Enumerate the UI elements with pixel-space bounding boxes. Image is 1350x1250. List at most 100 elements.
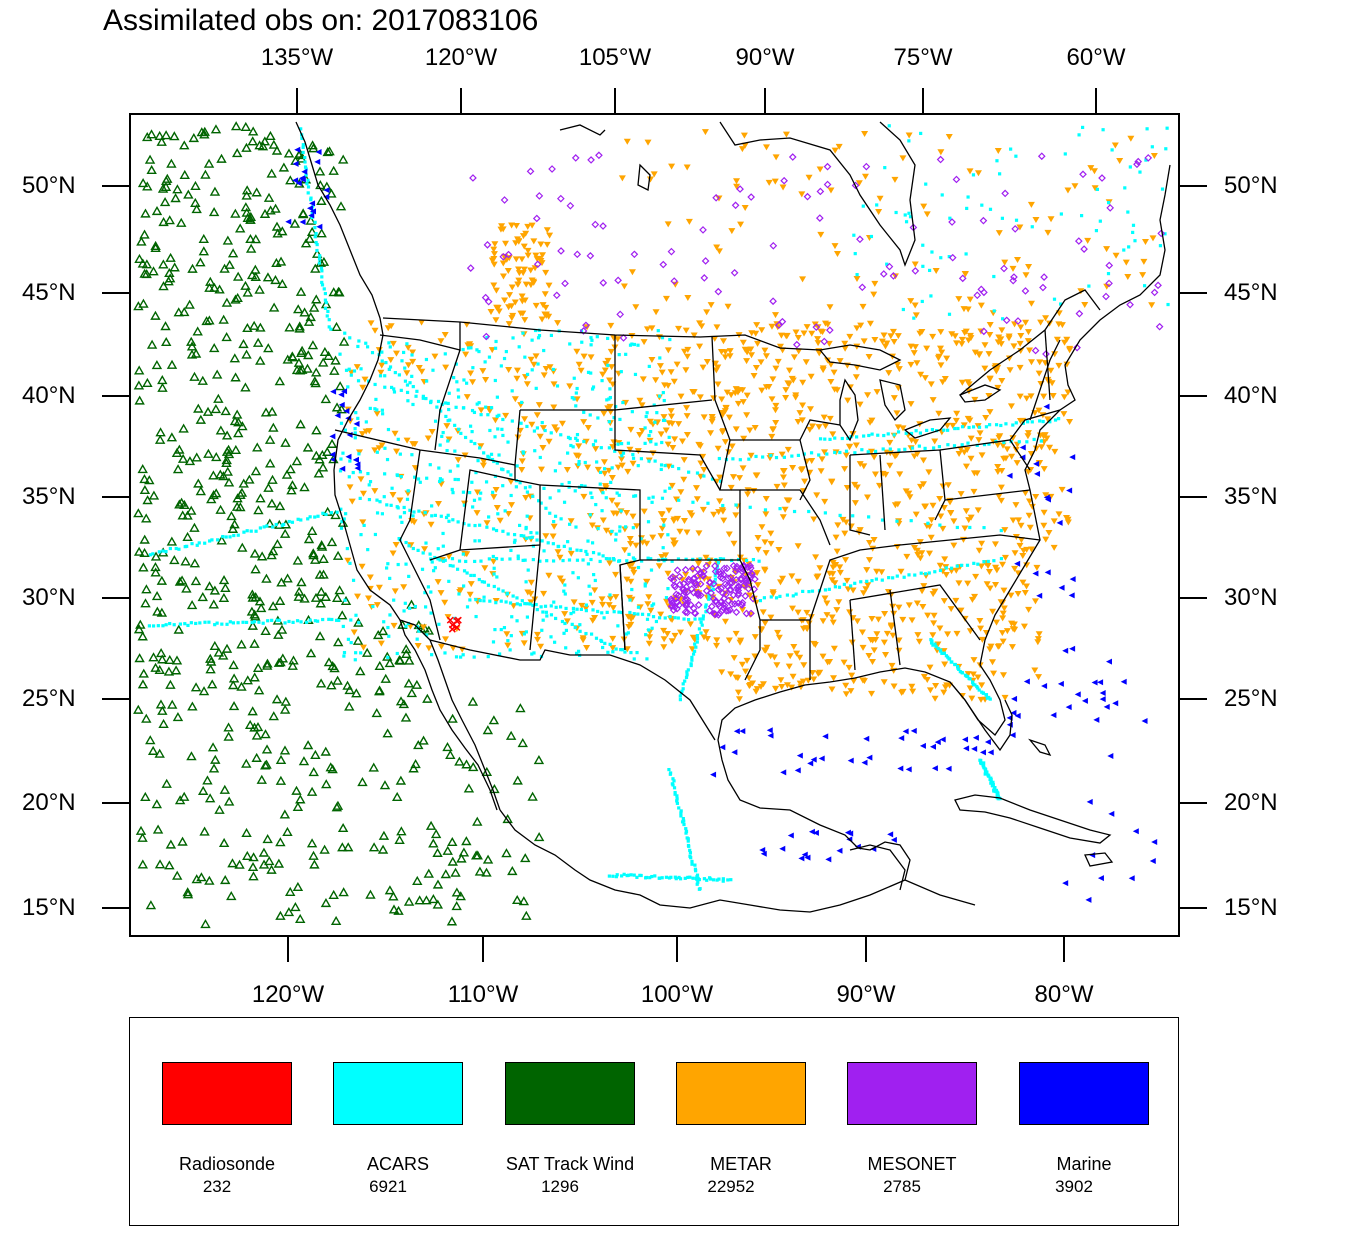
metar-point: [1090, 168, 1098, 175]
metar-point: [682, 571, 690, 578]
acars-point: [1106, 201, 1111, 205]
acars-point: [982, 766, 986, 770]
acars-point: [569, 443, 573, 448]
metar-point: [848, 639, 856, 646]
mesonet-point: [1126, 300, 1134, 309]
metar-point: [783, 682, 791, 689]
acars-point: [429, 590, 433, 594]
mesonet-point: [681, 565, 690, 574]
acars-point: [310, 211, 314, 215]
mesonet-point: [699, 572, 708, 580]
metar-point: [415, 364, 423, 371]
mesonet-point: [599, 278, 608, 287]
acars-point: [396, 506, 400, 510]
mesonet-point: [1105, 279, 1113, 288]
sat-track-wind-point: [221, 297, 233, 307]
acars-point: [500, 427, 504, 431]
acars-point: [986, 559, 990, 564]
metar-point: [538, 260, 546, 267]
metar-point: [788, 684, 796, 691]
mesonet-point: [688, 564, 697, 573]
metar-point: [803, 324, 811, 331]
mesonet-point: [535, 192, 544, 200]
metar-point: [1091, 185, 1099, 192]
metar-point: [863, 494, 871, 501]
acars-point: [318, 254, 322, 258]
marine-point: [1069, 645, 1076, 652]
sat-track-wind-point: [451, 887, 463, 897]
mesonet-point: [696, 580, 705, 588]
mesonet-point: [725, 586, 734, 594]
metar-point: [671, 632, 679, 639]
acars-point: [718, 479, 723, 483]
metar-point: [767, 614, 775, 621]
metar-point: [550, 523, 558, 530]
sat-track-wind-point: [432, 879, 444, 889]
acars-point: [195, 543, 199, 547]
mesonet-point: [482, 332, 491, 341]
metar-point: [978, 540, 986, 547]
acars-point: [568, 547, 572, 551]
sat-track-wind-point: [322, 146, 333, 157]
sat-track-wind-point: [328, 165, 339, 175]
marine-point: [710, 771, 717, 778]
mesonet-point: [825, 326, 834, 335]
metar-point: [969, 671, 977, 678]
sat-track-wind-point: [164, 267, 175, 278]
metar-point: [1122, 259, 1130, 266]
metar-point: [543, 227, 551, 234]
mesonet-point: [748, 570, 756, 579]
marine-point: [323, 187, 330, 194]
mesonet-point: [481, 293, 490, 302]
acars-point: [936, 646, 940, 651]
acars-point: [465, 381, 469, 385]
metar-point: [643, 326, 651, 333]
acars-point: [554, 605, 558, 609]
acars-point: [359, 533, 363, 537]
metar-point: [971, 593, 979, 600]
acars-point: [584, 603, 588, 607]
metar-point: [1063, 336, 1071, 343]
metar-point: [913, 600, 921, 607]
acars-point: [561, 558, 565, 563]
acars-point: [1095, 187, 1099, 192]
acars-point: [535, 608, 539, 612]
marine-point: [930, 743, 937, 750]
sat-track-wind-point: [474, 866, 486, 876]
metar-point: [1000, 605, 1008, 612]
acars-point: [241, 620, 245, 624]
acars-point: [874, 577, 879, 581]
metar-point: [830, 675, 838, 682]
acars-point: [938, 649, 943, 653]
sat-track-wind-point: [134, 395, 145, 405]
acars-point: [354, 613, 358, 617]
sat-track-wind-point: [518, 896, 530, 906]
sat-track-wind-point: [211, 452, 222, 462]
metar-point: [874, 616, 882, 623]
acars-point: [515, 596, 519, 600]
metar-point: [442, 364, 450, 371]
acars-point: [518, 481, 522, 485]
sat-track-wind-point: [252, 442, 263, 452]
sat-track-wind-point: [332, 675, 343, 685]
metar-point: [358, 431, 366, 438]
acars-point: [525, 490, 530, 494]
sat-track-wind-point: [218, 314, 229, 324]
acars-point: [477, 401, 481, 405]
acars-point: [923, 572, 928, 576]
sat-track-wind-point: [189, 522, 200, 532]
metar-point: [794, 578, 802, 585]
sat-track-wind-point: [447, 836, 458, 847]
acars-point: [671, 783, 675, 787]
sat-track-wind-point: [139, 474, 150, 484]
acars-point: [1144, 158, 1148, 162]
metar-point: [852, 442, 860, 449]
metar-point: [921, 375, 929, 382]
acars-point: [564, 646, 568, 650]
sat-track-wind-point: [365, 889, 376, 899]
sat-track-wind-point: [394, 834, 405, 844]
acars-point: [385, 566, 389, 570]
metar-point: [683, 413, 691, 420]
mesonet-point: [778, 317, 787, 326]
acars-point: [823, 437, 827, 441]
